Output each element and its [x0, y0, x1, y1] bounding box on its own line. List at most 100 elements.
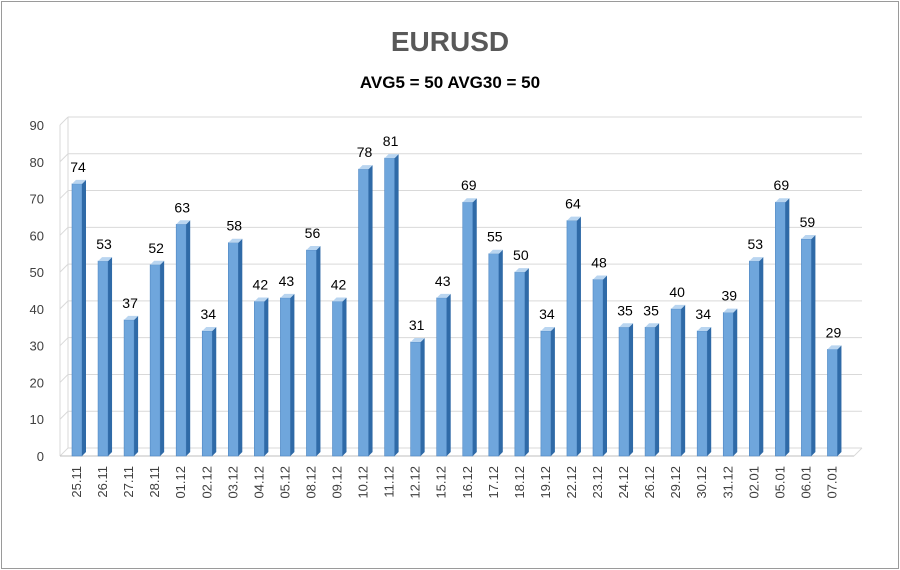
- x-tick-label: 08.12: [303, 466, 318, 499]
- bar-top: [540, 326, 555, 331]
- data-label: 43: [435, 273, 451, 289]
- bar-top: [332, 297, 347, 302]
- bar: [254, 301, 265, 457]
- bar: [462, 201, 474, 457]
- x-tick-label: 18.12: [512, 466, 527, 499]
- bar-side: [186, 220, 191, 456]
- bar: [722, 312, 734, 457]
- x-tick-label: 04.12: [251, 466, 266, 499]
- bar-top: [723, 308, 738, 313]
- x-tick-label: 29.12: [668, 466, 683, 499]
- y-tick-label: 30: [30, 339, 44, 354]
- data-label: 69: [461, 177, 477, 193]
- bar-side: [472, 198, 477, 456]
- x-tick-label: 02.01: [746, 466, 761, 499]
- bar: [514, 271, 526, 457]
- bar-top: [280, 293, 295, 298]
- y-tick-label: 50: [30, 265, 44, 280]
- x-tick-label: 11.12: [382, 466, 397, 498]
- bar-side: [368, 165, 373, 456]
- data-label: 74: [70, 159, 86, 175]
- bar-side: [576, 216, 581, 456]
- gridline-slant: [59, 263, 69, 273]
- x-tick-label: 24.12: [616, 466, 631, 499]
- bar-side: [655, 323, 660, 456]
- data-labels: 74 53 37 52 63 34 58 42 43 56 42 78 81 31 43 69 55 50 34 64…: [70, 133, 841, 340]
- data-label: 39: [721, 288, 737, 304]
- data-label: 42: [331, 277, 347, 293]
- bar-top: [202, 326, 217, 331]
- bar-side: [681, 304, 686, 456]
- bar-top: [384, 154, 399, 159]
- bar-top: [436, 293, 451, 298]
- data-label: 31: [409, 317, 425, 333]
- gridline-slant: [59, 374, 69, 383]
- data-label: 69: [774, 177, 790, 193]
- bar-top: [488, 249, 503, 254]
- bar-top: [254, 297, 269, 302]
- bar-top: [671, 304, 686, 309]
- data-label: 29: [826, 324, 842, 340]
- data-label: 58: [227, 218, 243, 234]
- data-label: 34: [200, 306, 216, 322]
- bar-side: [707, 326, 712, 456]
- bar-top: [645, 323, 660, 328]
- bar-side: [394, 154, 399, 456]
- bar: [618, 326, 630, 457]
- bar-side: [785, 198, 790, 456]
- x-tick-label: 10.12: [356, 466, 371, 499]
- bar-side: [82, 179, 86, 456]
- x-tick-label: 03.12: [225, 466, 240, 499]
- bar: [801, 238, 812, 457]
- bar-top: [462, 198, 477, 203]
- bar-side: [264, 297, 269, 456]
- bar: [97, 260, 109, 457]
- bar-top: [176, 220, 191, 225]
- data-label: 81: [383, 133, 399, 149]
- bar: [280, 297, 291, 457]
- bar-side: [759, 257, 764, 456]
- data-label: 53: [96, 236, 112, 252]
- x-tick-label: 27.11: [121, 466, 136, 498]
- data-label: 59: [800, 214, 816, 230]
- bar-side: [160, 260, 165, 456]
- bar-side: [603, 275, 607, 456]
- bar-side: [837, 345, 842, 456]
- bar-top: [98, 257, 113, 262]
- data-label: 40: [669, 284, 685, 300]
- bar-side: [238, 238, 243, 456]
- bar: [592, 279, 604, 457]
- bar-side: [290, 293, 295, 456]
- y-tick-label: 80: [30, 155, 44, 170]
- bar: [488, 253, 500, 457]
- y-tick-label: 60: [30, 228, 44, 243]
- x-tick-label: 16.12: [460, 466, 475, 499]
- data-label: 34: [695, 306, 711, 322]
- bar: [775, 201, 786, 457]
- y-tick-label: 40: [30, 302, 44, 317]
- bar-top: [697, 326, 712, 331]
- gridline-slant: [59, 116, 69, 126]
- bar: [410, 341, 421, 457]
- x-tick-label: 02.12: [199, 466, 214, 499]
- gridline-slant: [59, 226, 69, 236]
- x-tick-label: 07.01: [824, 466, 839, 499]
- x-tick-label: 30.12: [694, 466, 709, 499]
- gridline-slant: [59, 153, 69, 163]
- data-label: 37: [122, 295, 138, 311]
- bar-top: [72, 179, 86, 184]
- bar: [201, 330, 213, 457]
- bar-side: [446, 293, 451, 456]
- gridline-slant: [59, 447, 69, 457]
- bar-top: [749, 257, 764, 262]
- x-tick-label: 17.12: [486, 466, 501, 499]
- x-tick-label: 26.12: [642, 466, 657, 499]
- x-tick-label: 12.12: [408, 466, 423, 499]
- bar-top: [775, 198, 790, 203]
- gridline-slant: [59, 300, 69, 310]
- bar: [384, 157, 395, 457]
- bar-side: [420, 337, 425, 456]
- data-label: 52: [148, 240, 164, 256]
- bar-top: [150, 260, 165, 265]
- data-label: 35: [617, 302, 633, 318]
